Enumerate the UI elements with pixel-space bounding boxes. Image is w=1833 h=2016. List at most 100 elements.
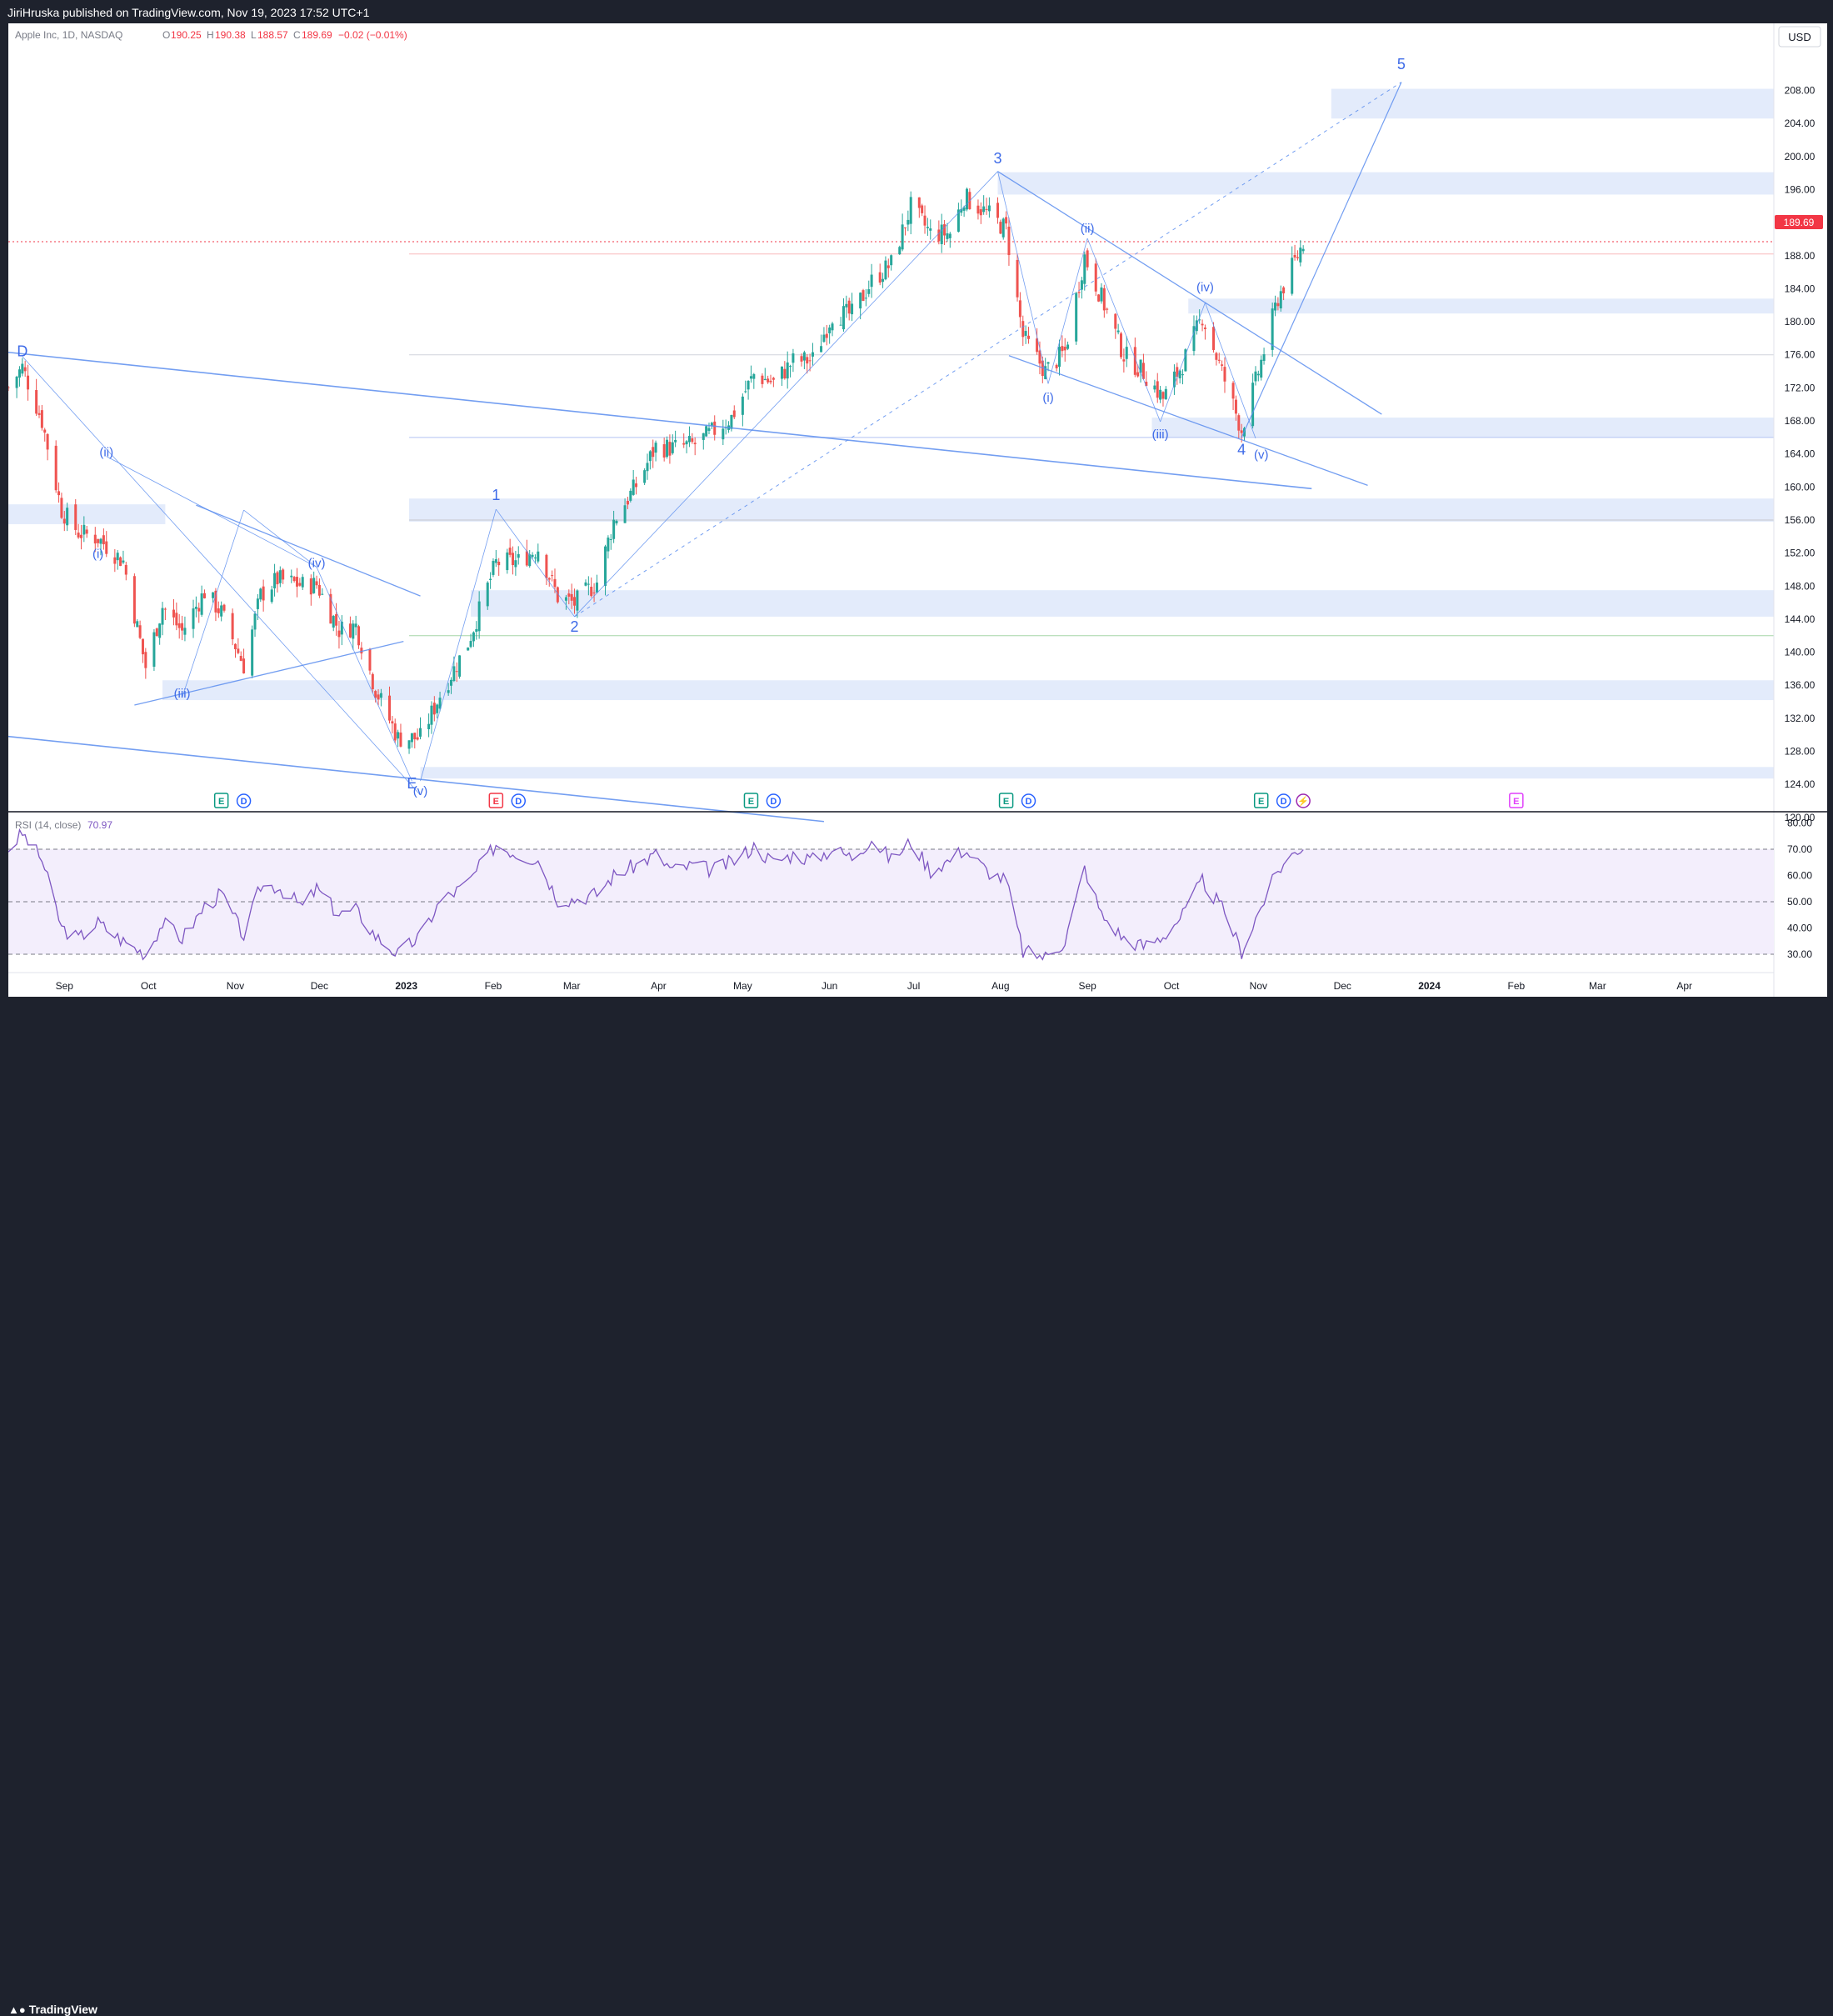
event-marker-d[interactable]: D	[1276, 793, 1291, 808]
candle-body	[337, 630, 341, 638]
sub-iii	[1086, 238, 1161, 423]
event-marker-e[interactable]: E	[743, 793, 759, 808]
event-marker-e[interactable]: E	[998, 793, 1014, 808]
candle-body	[1159, 389, 1162, 400]
event-marker-d[interactable]: D	[511, 793, 526, 808]
trendline-lower-long	[7, 735, 825, 823]
wave-label: (iv)	[308, 556, 326, 570]
event-marker-split[interactable]: ⚡	[1296, 793, 1311, 808]
candle-body	[702, 433, 705, 440]
candle-body	[93, 534, 97, 544]
candle-body	[1161, 392, 1165, 399]
candle-body	[626, 500, 629, 505]
candle-body	[612, 519, 616, 539]
symbol-legend[interactable]: Apple Inc, 1D, NASDAQ O 190.25 H 190.38 …	[15, 29, 407, 41]
dividend-icon-label: D	[241, 797, 247, 807]
time-tick-label: Jul	[907, 980, 920, 992]
time-tick-label: May	[733, 980, 752, 992]
candle-body	[744, 391, 747, 393]
candle-body	[847, 300, 851, 314]
candle-body	[1176, 367, 1179, 378]
candle-body	[377, 694, 380, 700]
candle-body	[576, 590, 579, 611]
earnings-icon-label: E	[1513, 797, 1519, 807]
price-tick-label: 168.00	[1785, 415, 1816, 427]
time-axis[interactable]: Sep Oct Nov Dec 2023 Feb Mar Apr May Jun Jul Aug Sep…	[56, 980, 1692, 992]
candle-body	[155, 628, 158, 637]
price-tick-label: 176.00	[1785, 349, 1816, 361]
price-tick-label: 164.00	[1785, 448, 1816, 460]
event-marker-e[interactable]: E	[488, 793, 504, 808]
candle-body	[884, 260, 887, 280]
earnings-icon	[488, 793, 504, 808]
time-tick-label: Apr	[1676, 980, 1692, 992]
event-marker-e[interactable]: E	[213, 793, 229, 808]
currency-selector[interactable]: USD	[1778, 26, 1821, 48]
tradingview-logo[interactable]: ▲● TradingView	[8, 2003, 97, 2016]
candle-body	[181, 623, 184, 631]
event-markers[interactable]: E D E D E D E D E D ⚡ E	[213, 793, 1524, 808]
price-chart[interactable]: D(i)(ii)(iii)(iv)E(v)123(i)(ii)(iii)(iv)…	[7, 23, 1827, 997]
candle-body	[74, 504, 77, 530]
candle-body	[102, 535, 105, 545]
rsi-tick-label: 60.00	[1787, 870, 1812, 882]
candle-body	[545, 554, 548, 578]
earnings-icon-label: E	[1258, 797, 1264, 807]
candle-body	[407, 740, 411, 749]
time-tick-label: Sep	[1078, 980, 1096, 992]
rsi-tick-label: 40.00	[1787, 923, 1812, 934]
event-marker-e[interactable]: E	[1509, 793, 1524, 808]
wave-line-1	[22, 356, 421, 796]
candle-body	[1262, 354, 1266, 361]
candle-body	[282, 569, 285, 580]
candle-body	[1026, 335, 1030, 339]
candle-body	[122, 560, 125, 563]
event-marker-d[interactable]: D	[236, 793, 252, 808]
price-axis[interactable]: 120.00 124.00 128.00 132.00 136.00 140.00 144.…	[1785, 85, 1816, 823]
candle-body	[1212, 327, 1216, 350]
rsi-pane[interactable]: 30.00 40.00 50.00 60.00 70.00 80.00	[7, 818, 1812, 961]
event-marker-d[interactable]: D	[1021, 793, 1036, 808]
earnings-icon	[1509, 793, 1524, 808]
candle-body	[741, 396, 744, 415]
wave-label: (iv)	[1196, 280, 1214, 294]
event-marker-d[interactable]: D	[766, 793, 782, 808]
candle-body	[761, 375, 764, 384]
candle-body	[772, 378, 775, 380]
triangle-upper	[997, 171, 1382, 415]
split-icon	[1296, 793, 1311, 808]
chart-panel[interactable]: D (i) (ii) (iii) (iv) E (v) 1 2 3 (i) (ii) (iii) (iv)…	[7, 23, 1827, 997]
zone-left	[8, 504, 166, 524]
candle-body	[956, 209, 960, 233]
candle-body	[60, 498, 63, 518]
dividend-icon-label: D	[515, 797, 522, 807]
candle-body	[943, 224, 946, 236]
candle-body	[1036, 338, 1039, 353]
candle-body	[901, 224, 904, 250]
candle-body	[116, 553, 119, 561]
candle-body	[1001, 218, 1005, 238]
wave-label: D	[17, 343, 27, 360]
candle-body	[923, 215, 926, 226]
candle-body	[1120, 333, 1123, 358]
wave-line-5	[316, 567, 412, 782]
split-icon-label: ⚡	[1297, 796, 1309, 807]
candle-body	[413, 733, 417, 740]
earnings-icon-label: E	[218, 797, 224, 807]
wedge-lower	[134, 641, 404, 706]
sub-i	[997, 171, 1049, 384]
event-marker-e[interactable]: E	[1253, 793, 1269, 808]
candle-body	[472, 632, 475, 642]
rsi-tick-label: 30.00	[1787, 948, 1812, 960]
candle-body	[1279, 291, 1282, 309]
candle-body	[97, 538, 100, 543]
candle-body	[1106, 308, 1109, 310]
candle-body	[1274, 303, 1277, 311]
candle-body	[321, 593, 324, 595]
candle-body	[1141, 363, 1145, 379]
candle-body	[335, 614, 338, 626]
dividend-icon-label: D	[770, 797, 777, 807]
last-price-text: 189.69	[1784, 217, 1815, 228]
candle-body	[177, 623, 181, 628]
candle-body	[1145, 382, 1148, 387]
